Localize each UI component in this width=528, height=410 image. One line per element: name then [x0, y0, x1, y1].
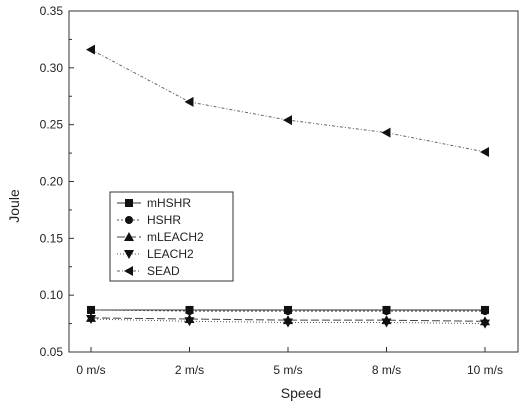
data-point	[382, 307, 391, 316]
data-point	[125, 199, 133, 207]
data-point	[284, 307, 292, 316]
y-tick-label: 0.10	[40, 288, 64, 302]
data-point	[381, 127, 391, 138]
data-point	[87, 305, 95, 314]
y-tick-label: 0.25	[40, 118, 64, 132]
series-sead	[86, 44, 489, 157]
y-tick-label: 0.15	[40, 231, 64, 245]
y-axis: 0.05 0.10 0.15 0.20 0.25 0.30 0.35	[40, 4, 74, 359]
series-hshr	[87, 305, 489, 316]
legend-label: HSHR	[147, 213, 181, 227]
plot-area	[68, 10, 519, 353]
legend: mHSHR HSHR mLEACH2 LEACH2 SEAD	[109, 191, 234, 282]
data-point	[86, 315, 96, 325]
legend-item: LEACH2	[117, 247, 194, 261]
data-point	[480, 319, 490, 329]
data-point	[125, 216, 133, 224]
x-axis: 0 m/s 2 m/s 5 m/s 8 m/s 10 m/s	[76, 347, 503, 377]
y-tick-label: 0.20	[40, 175, 64, 189]
legend-item: SEAD	[117, 264, 180, 278]
data-point	[283, 115, 292, 126]
series-leach2	[86, 315, 490, 329]
data-point	[184, 96, 194, 107]
y-tick-label: 0.05	[40, 345, 64, 359]
legend-label: mHSHR	[147, 196, 191, 210]
series-line	[90, 49, 486, 153]
legend-label: LEACH2	[147, 247, 194, 261]
plot-frame	[68, 10, 519, 353]
x-axis-label: Speed	[281, 385, 321, 401]
data-point	[86, 44, 95, 55]
y-axis-label: Joule	[6, 189, 22, 223]
data-point	[283, 318, 293, 328]
y-tick-label: 0.30	[40, 61, 64, 75]
data-point	[185, 307, 194, 316]
x-tick-label: 2 m/s	[175, 363, 204, 377]
legend-item: mHSHR	[117, 196, 191, 210]
y-tick-label: 0.35	[40, 4, 64, 18]
data-point	[124, 266, 133, 276]
data-point	[124, 232, 134, 241]
legend-label: SEAD	[147, 264, 180, 278]
x-tick-label: 5 m/s	[273, 363, 302, 377]
series-layer	[86, 44, 490, 329]
data-point	[480, 146, 489, 157]
legend-item: mLEACH2	[117, 230, 204, 244]
data-point	[481, 307, 489, 316]
legend-label: mLEACH2	[147, 230, 204, 244]
x-tick-label: 10 m/s	[467, 363, 503, 377]
data-point	[184, 317, 195, 327]
data-point	[381, 318, 392, 328]
x-tick-label: 0 m/s	[76, 363, 105, 377]
data-point	[124, 250, 134, 259]
legend-item: HSHR	[117, 213, 181, 227]
x-tick-label: 8 m/s	[372, 363, 401, 377]
